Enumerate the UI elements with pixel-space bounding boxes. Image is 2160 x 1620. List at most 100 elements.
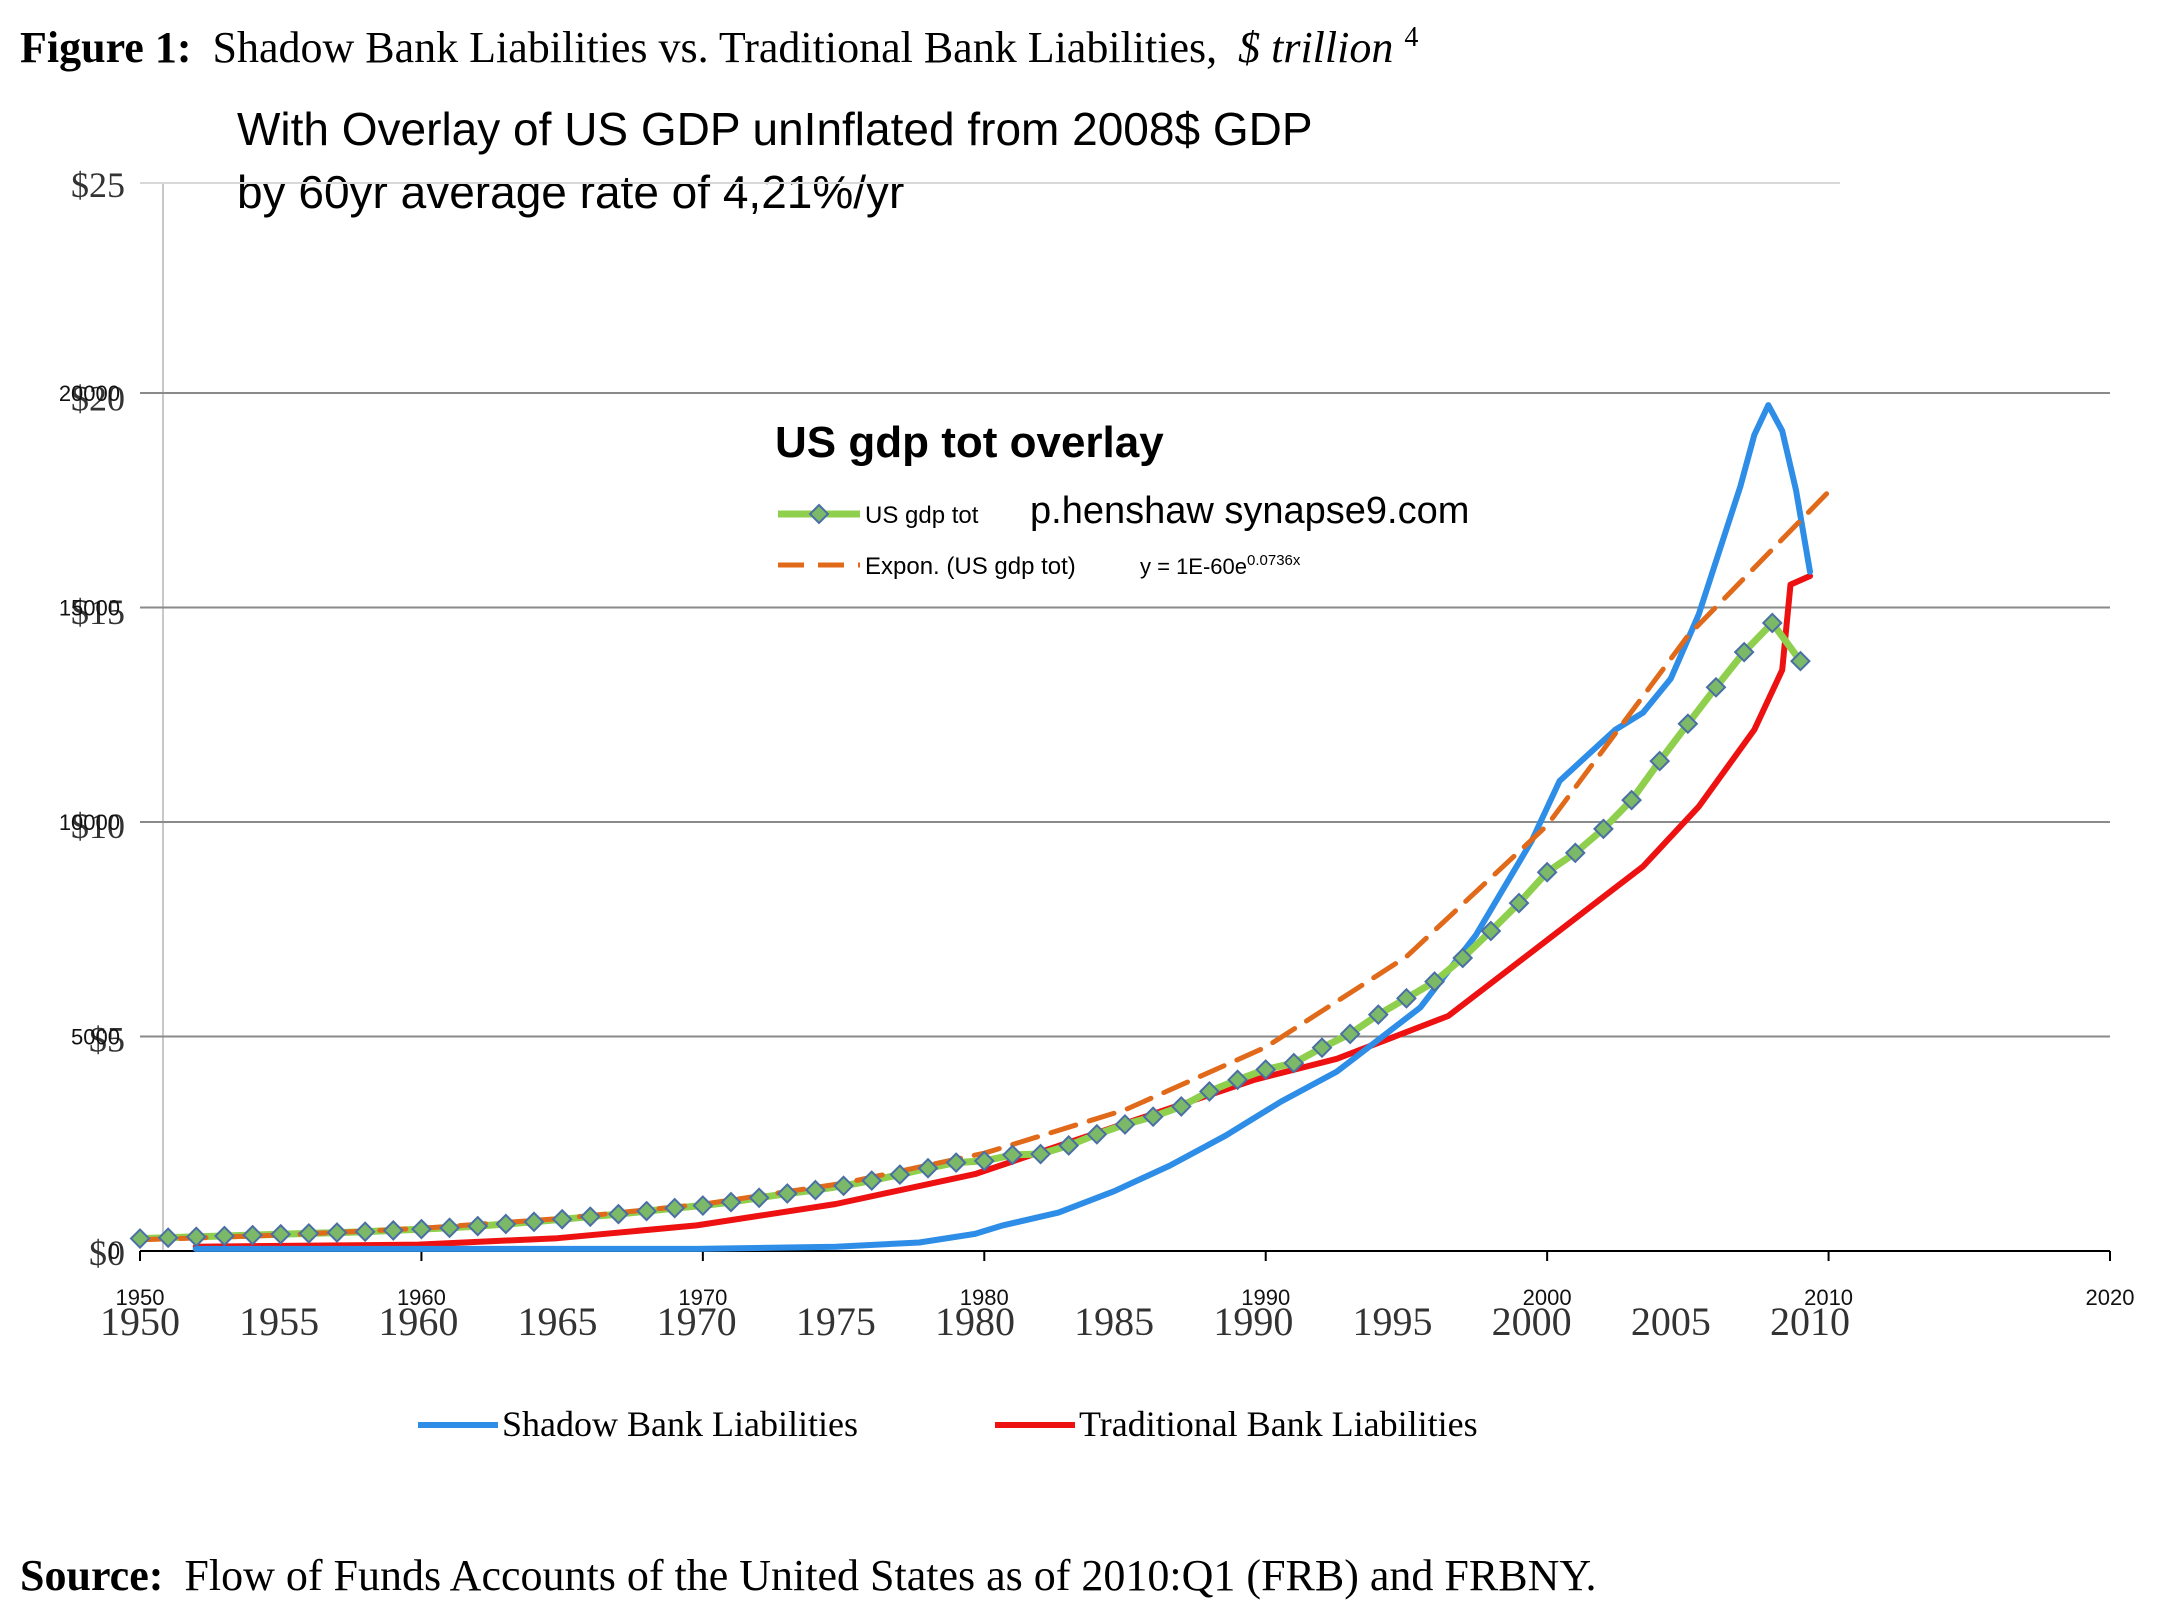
figure-label: Figure 1:	[20, 23, 192, 72]
gdp-point	[1508, 892, 1530, 914]
gdp-point	[917, 1157, 939, 1179]
legend-shadow-label: Shadow Bank Liabilities	[502, 1404, 858, 1444]
x-tick-label: 1965	[518, 1299, 598, 1344]
figure-title-line: Figure 1: Shadow Bank Liabilities vs. Tr…	[20, 22, 1418, 72]
gdp-point	[1030, 1143, 1051, 1165]
figure-title: Shadow Bank Liabilities vs. Traditional …	[213, 23, 1218, 72]
gdp-point	[1142, 1106, 1164, 1128]
source-label: Source:	[20, 1551, 163, 1600]
gdp-point	[1790, 650, 1811, 672]
gdp-point	[185, 1226, 207, 1248]
gdp-point	[664, 1197, 686, 1219]
gdp-point	[1367, 1004, 1389, 1026]
y-tick-label: $15	[71, 592, 125, 632]
y-tick-label: $25	[71, 165, 125, 205]
trend-equation-exponent: 0.0736x	[1247, 552, 1301, 569]
gdp-point	[1170, 1096, 1192, 1117]
gdp-point	[1002, 1144, 1023, 1166]
series-layer	[129, 402, 1832, 1252]
overlay-y-tick-label: 10000	[59, 810, 120, 835]
gridlines	[140, 392, 2110, 1038]
gdp-point	[776, 1183, 798, 1204]
x-tick-label: 1960	[378, 1299, 458, 1344]
bottom-legend: Shadow Bank Liabilities Traditional Bank…	[418, 1404, 1478, 1444]
legend-trend-label: Expon. (US gdp tot)	[865, 553, 1076, 580]
figure-title-footnote: 4	[1404, 22, 1418, 53]
overlay-y-tick-label: 0	[108, 1239, 120, 1264]
gdp-point	[1452, 947, 1474, 969]
overlay-x-tick-label: 1980	[960, 1285, 1009, 1310]
gdp-point	[1733, 641, 1755, 663]
gdp-point	[833, 1175, 854, 1197]
gdp-point	[1086, 1123, 1108, 1145]
traditional-bank-line	[192, 573, 1813, 1250]
gdp-point	[157, 1227, 179, 1249]
x-tick-label: 2010	[1770, 1299, 1850, 1344]
gdp-point	[945, 1152, 967, 1174]
legend-credit: p.henshaw synapse9.com	[1030, 490, 1469, 532]
gdp-point	[1649, 750, 1671, 772]
gdp-point	[1339, 1023, 1361, 1045]
gdp-point	[1283, 1052, 1305, 1074]
gdp-point	[1396, 987, 1417, 1009]
shadow-bank-line	[192, 402, 1813, 1252]
gdp-point	[467, 1215, 489, 1237]
gdp-point	[1114, 1114, 1136, 1135]
gdp-point	[551, 1208, 573, 1230]
gdp-trend-line	[137, 489, 1832, 1243]
gdp-point	[636, 1200, 657, 1222]
overlay-x-tick-label: 1990	[1241, 1285, 1290, 1310]
gdp-point	[1593, 818, 1614, 840]
gdp-point	[270, 1223, 292, 1245]
gdp-point	[1227, 1069, 1248, 1091]
gdp-point	[1311, 1037, 1333, 1059]
overlay-y-tick-label: 5000	[71, 1025, 120, 1050]
gdp-line	[136, 619, 1804, 1243]
gdp-point	[1424, 971, 1445, 993]
gdp-point	[805, 1179, 826, 1201]
gdp-point	[382, 1219, 404, 1241]
gdp-point	[242, 1224, 263, 1246]
x-tick-label: 1995	[1353, 1299, 1433, 1344]
overlay-legend: US gdp tot overlay US gdp tot p.henshaw …	[775, 418, 1469, 580]
x-tick-label: 1970	[657, 1299, 737, 1344]
y-tick-label: $0	[89, 1233, 125, 1273]
x-tick-label: 1955	[239, 1299, 319, 1344]
gdp-point	[861, 1170, 883, 1192]
gdp-point	[354, 1221, 376, 1243]
figure-title-units: $ trillion	[1238, 23, 1393, 72]
gdp-point	[298, 1222, 320, 1244]
y-tick-label: $20	[71, 379, 125, 419]
overlay-x-tick-label: 2010	[1804, 1285, 1853, 1310]
gdp-point	[973, 1150, 995, 1172]
gdp-point	[1621, 789, 1642, 811]
overlay-x-tick-label: 1960	[397, 1285, 446, 1310]
gdp-point	[523, 1211, 545, 1233]
x-tick-label: 1990	[1213, 1299, 1293, 1344]
gdp-point	[439, 1217, 460, 1239]
x-tick-label: 1985	[1074, 1299, 1154, 1344]
legend-trend-equation: y = 1E-60e0.0736x	[1140, 552, 1301, 579]
gdp-point	[1536, 861, 1558, 883]
gdp-point	[411, 1218, 432, 1240]
overlay-y-tick-label: 15000	[59, 596, 120, 621]
gdp-point	[579, 1206, 601, 1228]
y-tick-label: $5	[89, 1019, 125, 1059]
gdp-point	[1058, 1135, 1080, 1156]
overlay-legend-heading: US gdp tot overlay	[775, 418, 1164, 467]
overlay-note-line2: by 60yr average rate of 4,21%/yr	[237, 166, 904, 218]
legend-gdp-swatch-marker	[808, 503, 830, 525]
gdp-point	[1255, 1059, 1277, 1080]
x-tick-label: 1950	[100, 1299, 180, 1344]
x-tick-label: 2005	[1631, 1299, 1711, 1344]
axis-labels: $0 $5 $10 $15 $20 $25 0 5000 10000 15000 20000 1950…	[59, 165, 2135, 1344]
gdp-point	[608, 1203, 629, 1225]
gdp-point	[326, 1222, 348, 1243]
overlay-y-tick-label: 20000	[59, 381, 120, 406]
source-line: Source: Flow of Funds Accounts of the Un…	[20, 1551, 1596, 1600]
x-tick-label: 2000	[1492, 1299, 1572, 1344]
gdp-point	[1705, 676, 1727, 698]
gdp-point	[1564, 842, 1586, 864]
gdp-point	[129, 1228, 151, 1249]
